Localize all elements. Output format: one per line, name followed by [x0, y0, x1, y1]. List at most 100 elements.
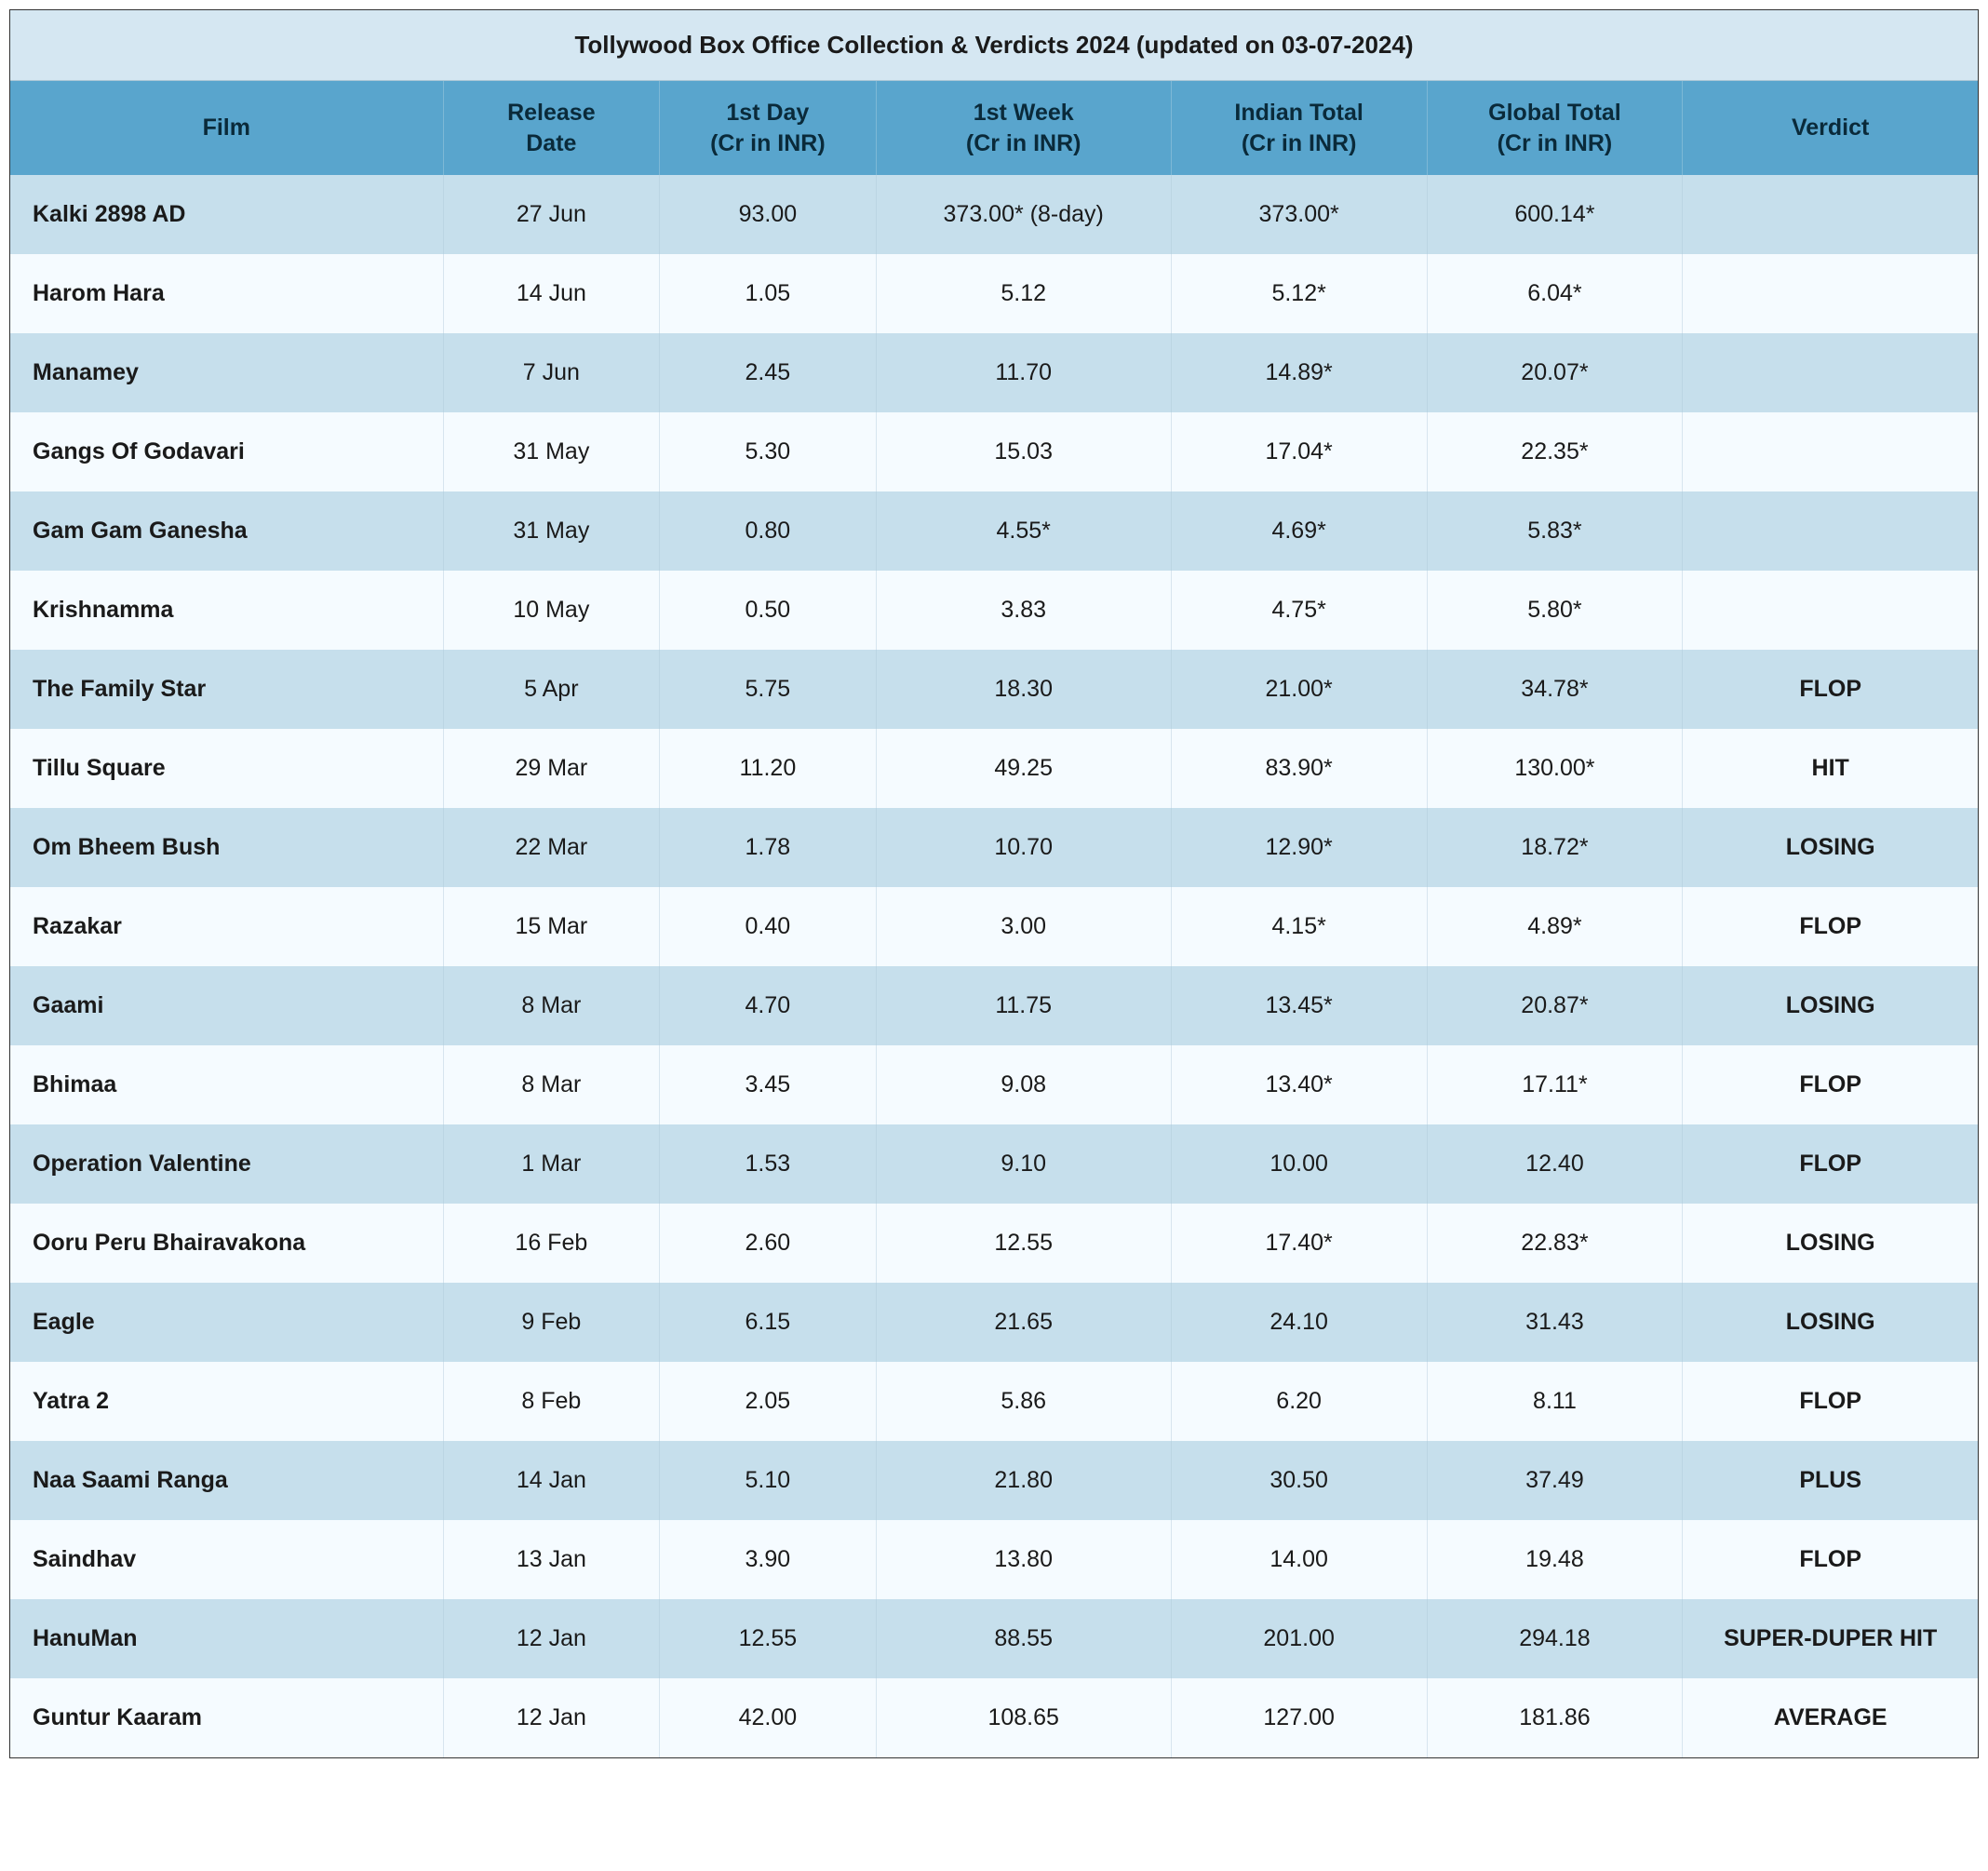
cell-film: Eagle	[10, 1283, 443, 1362]
cell-week1: 3.00	[876, 887, 1171, 966]
cell-verdict	[1683, 412, 1978, 491]
cell-global: 20.07*	[1427, 333, 1683, 412]
cell-release: 12 Jan	[443, 1599, 660, 1678]
cell-verdict: LOSING	[1683, 808, 1978, 887]
cell-verdict	[1683, 491, 1978, 571]
cell-global: 181.86	[1427, 1678, 1683, 1757]
cell-verdict: LOSING	[1683, 1283, 1978, 1362]
cell-week1: 5.12	[876, 254, 1171, 333]
cell-indian: 5.12*	[1171, 254, 1427, 333]
cell-global: 31.43	[1427, 1283, 1683, 1362]
cell-film: Gam Gam Ganesha	[10, 491, 443, 571]
cell-day1: 0.50	[660, 571, 877, 650]
cell-film: HanuMan	[10, 1599, 443, 1678]
cell-film: Naa Saami Ranga	[10, 1441, 443, 1520]
cell-global: 34.78*	[1427, 650, 1683, 729]
table-body: Kalki 2898 AD27 Jun93.00373.00* (8-day)3…	[10, 175, 1978, 1757]
cell-indian: 6.20	[1171, 1362, 1427, 1441]
cell-release: 1 Mar	[443, 1124, 660, 1204]
cell-global: 294.18	[1427, 1599, 1683, 1678]
table-row: Razakar15 Mar0.403.004.15*4.89*FLOP	[10, 887, 1978, 966]
cell-verdict	[1683, 175, 1978, 254]
cell-release: 29 Mar	[443, 729, 660, 808]
cell-indian: 4.75*	[1171, 571, 1427, 650]
cell-film: Om Bheem Bush	[10, 808, 443, 887]
cell-week1: 18.30	[876, 650, 1171, 729]
cell-verdict: FLOP	[1683, 1520, 1978, 1599]
cell-release: 22 Mar	[443, 808, 660, 887]
cell-indian: 14.89*	[1171, 333, 1427, 412]
cell-day1: 2.60	[660, 1204, 877, 1283]
cell-global: 37.49	[1427, 1441, 1683, 1520]
cell-week1: 11.70	[876, 333, 1171, 412]
cell-week1: 15.03	[876, 412, 1171, 491]
cell-verdict	[1683, 333, 1978, 412]
cell-day1: 1.53	[660, 1124, 877, 1204]
cell-global: 12.40	[1427, 1124, 1683, 1204]
table-title: Tollywood Box Office Collection & Verdic…	[10, 10, 1978, 81]
cell-verdict: SUPER-DUPER HIT	[1683, 1599, 1978, 1678]
cell-global: 20.87*	[1427, 966, 1683, 1045]
cell-indian: 17.40*	[1171, 1204, 1427, 1283]
column-header-day1: 1st Day(Cr in INR)	[660, 81, 877, 175]
table-row: Eagle9 Feb6.1521.6524.1031.43LOSING	[10, 1283, 1978, 1362]
cell-film: Saindhav	[10, 1520, 443, 1599]
cell-indian: 13.45*	[1171, 966, 1427, 1045]
cell-week1: 11.75	[876, 966, 1171, 1045]
cell-week1: 3.83	[876, 571, 1171, 650]
cell-indian: 83.90*	[1171, 729, 1427, 808]
cell-release: 5 Apr	[443, 650, 660, 729]
cell-day1: 42.00	[660, 1678, 877, 1757]
cell-film: Guntur Kaaram	[10, 1678, 443, 1757]
cell-release: 27 Jun	[443, 175, 660, 254]
cell-film: Ooru Peru Bhairavakona	[10, 1204, 443, 1283]
cell-film: The Family Star	[10, 650, 443, 729]
cell-day1: 1.05	[660, 254, 877, 333]
cell-day1: 5.30	[660, 412, 877, 491]
cell-indian: 13.40*	[1171, 1045, 1427, 1124]
table-row: Guntur Kaaram12 Jan42.00108.65127.00181.…	[10, 1678, 1978, 1757]
cell-verdict: LOSING	[1683, 1204, 1978, 1283]
cell-week1: 9.10	[876, 1124, 1171, 1204]
cell-week1: 12.55	[876, 1204, 1171, 1283]
cell-day1: 0.40	[660, 887, 877, 966]
table-row: Bhimaa8 Mar3.459.0813.40*17.11*FLOP	[10, 1045, 1978, 1124]
cell-day1: 3.90	[660, 1520, 877, 1599]
table-row: Kalki 2898 AD27 Jun93.00373.00* (8-day)3…	[10, 175, 1978, 254]
cell-indian: 127.00	[1171, 1678, 1427, 1757]
cell-film: Gangs Of Godavari	[10, 412, 443, 491]
table-row: Saindhav13 Jan3.9013.8014.0019.48FLOP	[10, 1520, 1978, 1599]
cell-indian: 17.04*	[1171, 412, 1427, 491]
cell-film: Bhimaa	[10, 1045, 443, 1124]
table-row: Krishnamma10 May0.503.834.75*5.80*	[10, 571, 1978, 650]
cell-indian: 10.00	[1171, 1124, 1427, 1204]
cell-release: 8 Feb	[443, 1362, 660, 1441]
cell-week1: 4.55*	[876, 491, 1171, 571]
cell-verdict: FLOP	[1683, 1124, 1978, 1204]
cell-film: Tillu Square	[10, 729, 443, 808]
cell-release: 31 May	[443, 412, 660, 491]
cell-release: 31 May	[443, 491, 660, 571]
table-row: Gaami8 Mar4.7011.7513.45*20.87*LOSING	[10, 966, 1978, 1045]
cell-indian: 201.00	[1171, 1599, 1427, 1678]
cell-verdict	[1683, 254, 1978, 333]
table-row: Operation Valentine1 Mar1.539.1010.0012.…	[10, 1124, 1978, 1204]
cell-week1: 49.25	[876, 729, 1171, 808]
cell-week1: 5.86	[876, 1362, 1171, 1441]
table-row: The Family Star5 Apr5.7518.3021.00*34.78…	[10, 650, 1978, 729]
cell-verdict: HIT	[1683, 729, 1978, 808]
cell-day1: 3.45	[660, 1045, 877, 1124]
cell-film: Razakar	[10, 887, 443, 966]
cell-day1: 5.10	[660, 1441, 877, 1520]
table-row: Naa Saami Ranga14 Jan5.1021.8030.5037.49…	[10, 1441, 1978, 1520]
cell-film: Kalki 2898 AD	[10, 175, 443, 254]
cell-indian: 24.10	[1171, 1283, 1427, 1362]
cell-release: 15 Mar	[443, 887, 660, 966]
cell-week1: 21.65	[876, 1283, 1171, 1362]
cell-global: 8.11	[1427, 1362, 1683, 1441]
cell-indian: 4.69*	[1171, 491, 1427, 571]
cell-release: 14 Jun	[443, 254, 660, 333]
cell-global: 5.80*	[1427, 571, 1683, 650]
table-row: Ooru Peru Bhairavakona16 Feb2.6012.5517.…	[10, 1204, 1978, 1283]
cell-film: Operation Valentine	[10, 1124, 443, 1204]
